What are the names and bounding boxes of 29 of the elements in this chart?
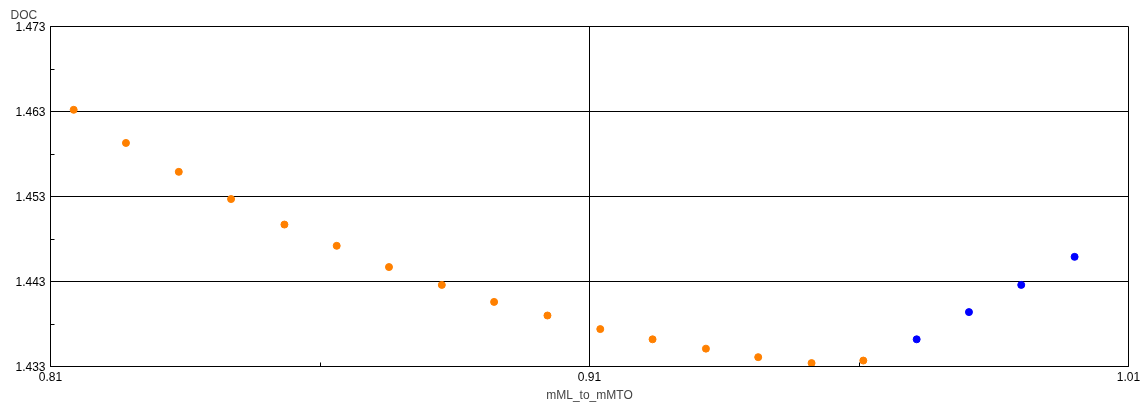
y-tick-label: 1.433: [15, 360, 46, 374]
point: [701, 344, 710, 353]
point: [859, 356, 868, 365]
point: [754, 353, 763, 362]
point: [543, 311, 552, 320]
point: [648, 335, 657, 344]
point: [227, 195, 236, 204]
point: [384, 263, 393, 272]
point: [280, 220, 289, 229]
point: [174, 167, 183, 176]
point: [69, 105, 78, 114]
x-tick-label: 1.01: [1116, 369, 1141, 384]
point: [596, 325, 605, 334]
point: [332, 241, 341, 250]
x-axis-title: mML_to_mMTO: [546, 387, 633, 402]
x-tick-label: 0.91: [577, 369, 602, 384]
point: [1017, 280, 1026, 289]
point: [807, 359, 816, 367]
point: [912, 335, 921, 344]
y-tick-label: 1.443: [15, 275, 46, 289]
y-tick-label: 1.463: [15, 105, 46, 119]
point: [437, 280, 446, 289]
point: [121, 138, 130, 147]
point: [490, 297, 499, 306]
point: [964, 308, 973, 317]
y-tick-label: 1.473: [15, 20, 46, 34]
point: [1070, 252, 1079, 261]
y-axis-title: DOC: [10, 7, 38, 22]
y-tick-label: 1.453: [15, 190, 46, 204]
